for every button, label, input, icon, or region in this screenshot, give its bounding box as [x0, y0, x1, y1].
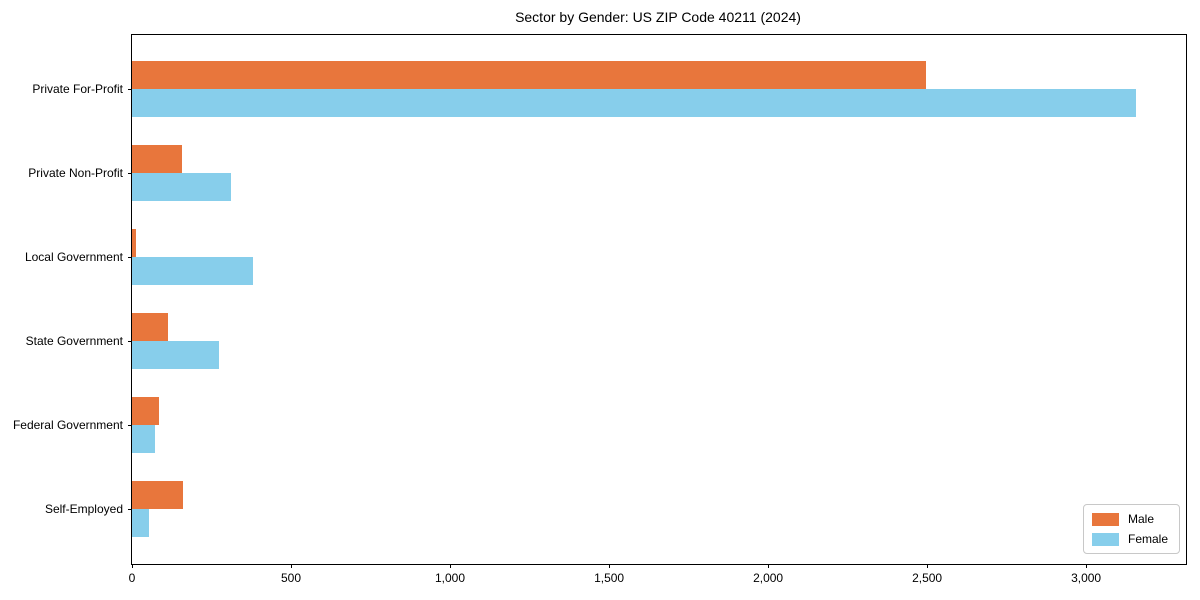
y-tick-label: Private Non-Profit: [28, 165, 123, 180]
y-tick-mark: [128, 256, 132, 258]
x-tick-mark: [450, 564, 451, 568]
chart-title: Sector by Gender: US ZIP Code 40211 (202…: [515, 9, 801, 25]
x-tick-mark: [132, 564, 133, 568]
y-tick-label: Local Government: [24, 249, 123, 264]
x-tick-mark: [768, 564, 770, 568]
y-tick-mark: [128, 88, 132, 90]
x-tick-label: 1,000: [434, 571, 466, 585]
y-tick-label: Self-Employed: [44, 501, 123, 516]
bar-federal-government-male: [132, 396, 160, 425]
y-tick-label: Federal Government: [12, 417, 123, 432]
y-tick-mark: [128, 508, 132, 510]
x-tick-label: 500: [280, 571, 302, 585]
legend: Male Female: [1082, 504, 1180, 554]
x-tick-mark: [927, 564, 929, 568]
bar-local-government-female: [132, 256, 253, 285]
bar-self-employed-female: [132, 508, 149, 537]
legend-entry-male: Male: [1091, 512, 1168, 526]
y-tick-mark: [128, 424, 132, 426]
bar-federal-government-female: [132, 424, 156, 453]
legend-label: Male: [1127, 512, 1154, 526]
y-tick-mark: [128, 172, 132, 174]
bar-local-government-male: [132, 228, 136, 257]
x-tick-mark: [1086, 564, 1088, 568]
x-tick-label: 3,000: [1071, 571, 1102, 585]
y-tick-label: State Government: [25, 333, 123, 348]
x-tick-mark: [609, 564, 611, 568]
x-tick-label: 2,000: [753, 571, 784, 585]
bar-private-for-profit-male: [132, 60, 926, 89]
legend-swatch-male: [1091, 512, 1119, 526]
legend-swatch-female: [1091, 532, 1119, 546]
bar-private-non-profit-male: [132, 144, 182, 173]
legend-label: Female: [1127, 532, 1168, 546]
legend-entry-female: Female: [1091, 532, 1168, 546]
bar-state-government-female: [132, 340, 219, 369]
bar-private-for-profit-female: [132, 88, 1137, 117]
y-tick-label: Private For-Profit: [32, 81, 123, 96]
x-tick-label: 0: [128, 571, 136, 585]
x-tick-label: 1,500: [594, 571, 625, 585]
y-tick-mark: [128, 340, 132, 342]
bar-state-government-male: [132, 312, 169, 341]
bar-self-employed-male: [132, 480, 184, 509]
plot-area: Private For-Profit Private Non-Profit Loca…: [13, 34, 1187, 585]
bar-private-non-profit-female: [132, 172, 231, 201]
x-tick-label: 2,500: [912, 571, 943, 585]
x-tick-mark: [291, 564, 292, 568]
